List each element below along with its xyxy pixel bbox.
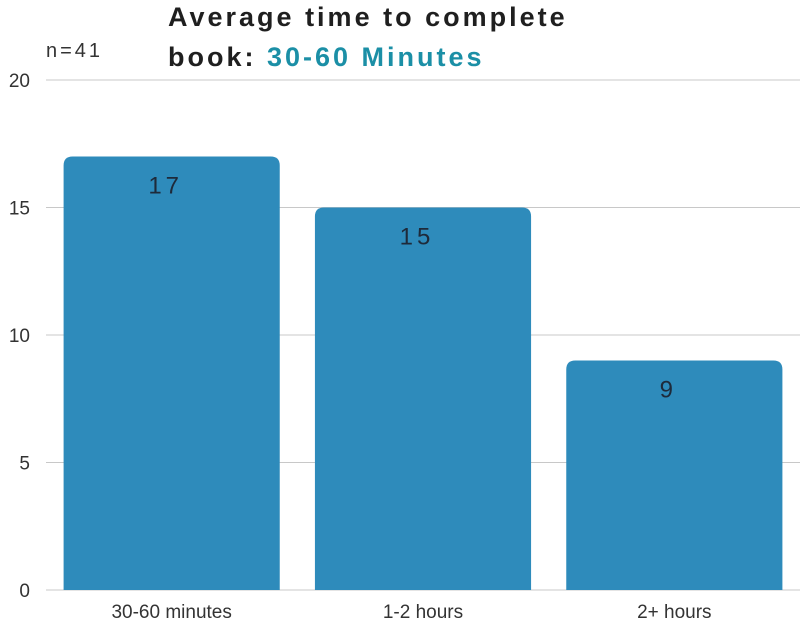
chart-title-line1: Average time to complete [168,2,568,32]
chart-title-highlight: 30-60 Minutes [267,42,485,72]
x-tick-label: 1-2 hours [383,602,463,623]
x-tick-label: 2+ hours [637,602,711,623]
bar [566,360,783,590]
bar [314,207,532,590]
bar [63,156,280,590]
y-tick-label: 15 [9,199,30,220]
chart-title-line2: book: 30-60 Minutes [168,42,485,73]
bar-value-label: 9 [660,377,677,404]
y-tick-label: 10 [9,326,30,347]
x-tick-label: 30-60 minutes [111,602,231,623]
sample-size-label: n=41 [46,40,104,62]
chart-title-prefix: book: [168,42,267,72]
bar-value-label: 15 [400,224,435,251]
y-tick-label: 0 [19,581,30,602]
y-tick-label: 20 [9,71,30,92]
bar-value-label: 17 [148,173,183,200]
y-tick-label: 5 [19,454,30,475]
